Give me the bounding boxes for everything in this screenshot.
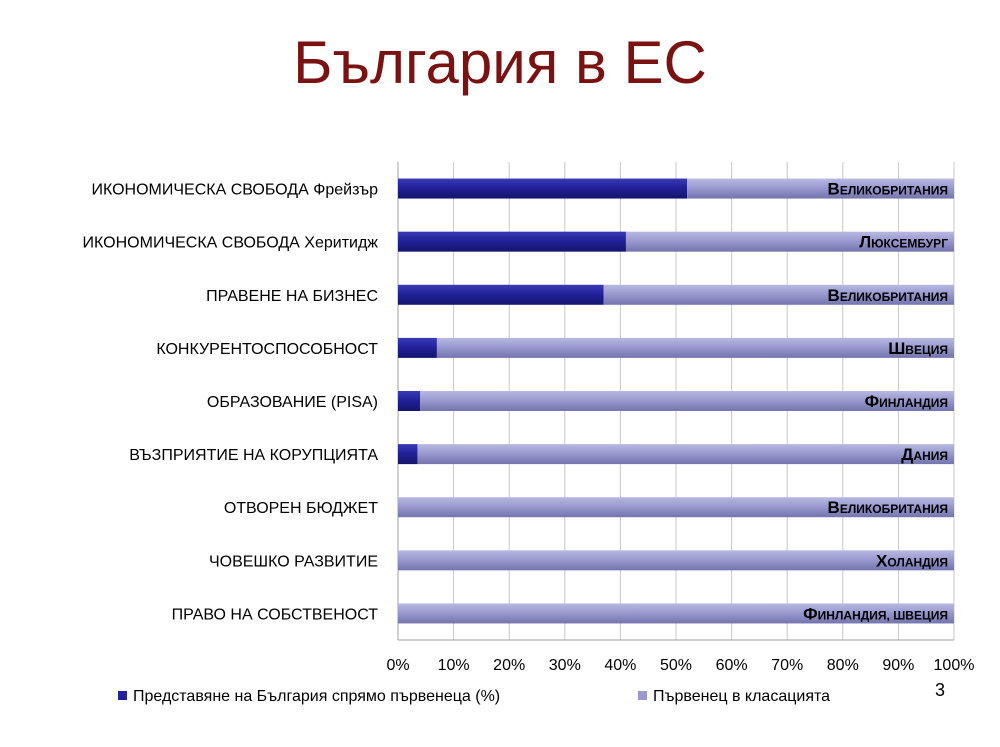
- category-labels: ИКОНОМИЧЕСКА СВОБОДА Фрейзър ИКОНОМИЧЕСКА…: [83, 182, 379, 624]
- category-label: ИКОНОМИЧЕСКА СВОБОДА Херитидж: [83, 235, 379, 252]
- bar-bulgaria: [398, 337, 437, 358]
- category-label: ПРАВЕНЕ НА БИЗНЕС: [206, 288, 378, 305]
- category-label: ВЪЗПРИЯТИЕ НА КОРУПЦИЯТА: [129, 447, 378, 464]
- bars: [398, 178, 955, 624]
- category-label: ПРАВО НА СОБСТВЕНОСТ: [172, 606, 379, 623]
- bar-leader: [625, 231, 954, 252]
- category-label: ОБРАЗОВАНИЕ (PISA): [207, 394, 378, 411]
- x-tick-label: 100%: [934, 657, 975, 674]
- legend-item-leader: Първенец в класацията: [638, 688, 830, 706]
- x-tick-label: 0%: [386, 657, 409, 674]
- x-tick-label: 90%: [882, 657, 914, 674]
- bar-bulgaria: [398, 284, 604, 305]
- bar-leader: [436, 337, 954, 358]
- legend-swatch-bulgaria: [118, 691, 127, 700]
- category-label: ИКОНОМИЧЕСКА СВОБОДА Фрейзър: [91, 182, 378, 199]
- bar-leader: [603, 284, 954, 305]
- category-label: ЧОВЕШКО РАЗВИТИЕ: [209, 553, 378, 570]
- x-tick-labels: 0% 10% 20% 30% 40% 50% 60% 70% 80% 90% 100%: [386, 657, 974, 674]
- leader-label: ВЕЛИКОБРИТАНИЯ: [828, 498, 948, 517]
- category-label: ОТВОРЕН БЮДЖЕТ: [224, 500, 378, 517]
- x-tick-label: 80%: [827, 657, 859, 674]
- leader-label: ВЕЛИКОБРИТАНИЯ: [828, 286, 948, 305]
- x-tick-label: 30%: [549, 657, 581, 674]
- x-tick-label: 20%: [493, 657, 525, 674]
- legend-item-bulgaria: Представяне на България спрямо първенеца…: [118, 688, 500, 706]
- bar-bulgaria: [398, 231, 626, 252]
- leader-label: ФИНЛАНДИЯ, ШВЕЦИЯ: [803, 604, 948, 623]
- leader-label: ДАНИЯ: [901, 445, 948, 464]
- slide-title: България в ЕС: [293, 29, 707, 96]
- bar-bulgaria: [398, 444, 418, 465]
- category-label: КОНКУРЕНТОСПОСОБНОСТ: [156, 341, 378, 358]
- x-tick-label: 50%: [660, 657, 692, 674]
- leader-label: ЛЮКСЕМБУРГ: [859, 233, 948, 252]
- leader-label: ВЕЛИКОБРИТАНИЯ: [828, 180, 948, 199]
- leader-label: ХОЛАНДИЯ: [876, 551, 948, 570]
- x-tick-label: 70%: [771, 657, 803, 674]
- bar-leader: [417, 444, 955, 465]
- bar-leader: [687, 178, 954, 199]
- leader-label: ФИНЛАНДИЯ: [865, 392, 948, 411]
- bar-bulgaria: [398, 391, 421, 411]
- bar-leader: [398, 497, 954, 518]
- x-tick-label: 10%: [438, 657, 470, 674]
- legend-label-bulgaria: Представяне на България спрямо първенеца…: [133, 688, 501, 705]
- leader-label: ШВЕЦИЯ: [888, 339, 948, 358]
- bar-leader: [398, 603, 954, 624]
- bar-bulgaria: [398, 178, 688, 199]
- x-tick-label: 60%: [716, 657, 748, 674]
- legend-swatch-leader: [638, 691, 647, 700]
- leader-labels: ВЕЛИКОБРИТАНИЯ ЛЮКСЕМБУРГ ВЕЛИКОБРИТАНИЯ ШВ…: [803, 180, 948, 624]
- x-tick-label: 40%: [604, 657, 636, 674]
- bar-leader: [398, 550, 954, 571]
- legend-label-leader: Първенец в класацията: [653, 688, 831, 705]
- slide-number: 3: [935, 680, 946, 700]
- bar-leader: [420, 391, 954, 411]
